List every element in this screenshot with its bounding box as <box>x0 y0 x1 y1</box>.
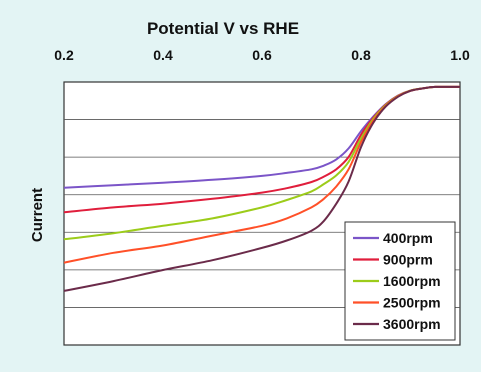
legend-label: 3600rpm <box>383 316 441 332</box>
legend-label: 400rpm <box>383 230 433 246</box>
legend-label: 2500rpm <box>383 295 441 311</box>
legend-label: 1600rpm <box>383 273 441 289</box>
x-tick-label: 0.8 <box>351 47 371 63</box>
y-axis-label: Current <box>29 188 46 242</box>
legend-label: 900prm <box>383 252 433 268</box>
series-line-3600rpm <box>63 85 461 292</box>
x-tick-label: 1.0 <box>450 47 470 63</box>
chart-title: Potential V vs RHE <box>147 19 299 38</box>
x-tick-label: 0.6 <box>252 47 272 63</box>
x-tick-label: 0.2 <box>54 47 74 63</box>
x-tick-label: 0.4 <box>153 47 173 63</box>
